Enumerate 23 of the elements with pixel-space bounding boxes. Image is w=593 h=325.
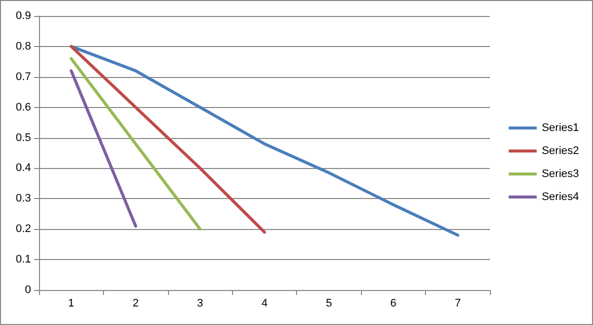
line-series [70,44,266,234]
y-tick-label: 0.3 [16,192,31,205]
y-tick-label: 0.4 [16,162,31,174]
legend-label: Series3 [542,168,579,180]
y-tick-label: 0.7 [16,70,31,83]
y-tick-label: 0.6 [16,101,31,114]
y-tick-label: 0 [24,284,31,296]
x-tick-label: 4 [261,298,268,310]
x-tick-label: 2 [132,298,139,310]
x-tick-label: 1 [68,298,74,310]
y-tick-label: 0.8 [16,40,31,52]
legend-label: Series2 [542,145,579,157]
y-tick-label: 0.5 [16,132,31,144]
line-series [70,44,460,237]
y-tick-label: 0.2 [16,223,31,236]
y-tick-label: 0.9 [16,10,31,22]
x-tick-label: 7 [454,298,461,310]
x-tick-label: 6 [390,298,396,310]
y-tick-label: 0.1 [16,254,31,266]
x-tick-label: 3 [197,298,204,310]
x-tick-label: 5 [326,298,332,310]
legend-label: Series1 [542,122,579,134]
legend-label: Series4 [542,191,579,203]
